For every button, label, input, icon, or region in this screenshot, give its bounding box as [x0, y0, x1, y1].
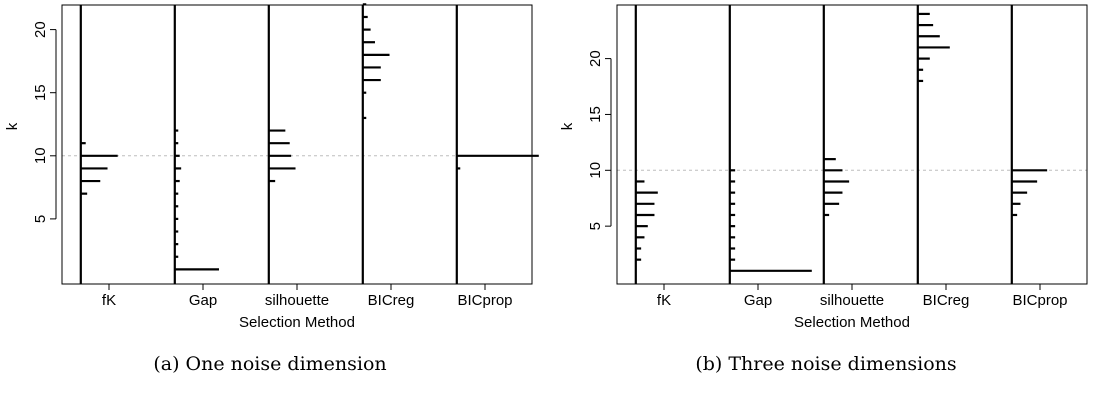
- x-tick-label: silhouette: [265, 292, 329, 309]
- y-axis-label: k: [559, 122, 576, 130]
- x-axis-label: Selection Method: [239, 314, 355, 331]
- panel-a: 5 10 15 20 k fK Gap silhouette BICreg BICprop Sele…: [4, 3, 539, 331]
- x-tick-label: fK: [657, 292, 671, 309]
- y-axis-label: k: [4, 122, 21, 130]
- x-axis-label: Selection Method: [794, 314, 910, 331]
- x-tick-label: BICprop: [457, 292, 512, 309]
- panel-b: 5 10 15 20 k fK Gap silhouette BICreg BICprop Sele…: [559, 4, 1088, 331]
- y-tick-label: 20: [32, 21, 49, 38]
- x-tick-label: BICreg: [923, 292, 970, 309]
- y-tick-label: 10: [32, 147, 49, 164]
- y-tick-label: 5: [32, 215, 49, 223]
- y-tick-label: 5: [587, 222, 604, 230]
- plot-frame: [616, 4, 1088, 285]
- x-tick-label: Gap: [744, 292, 772, 309]
- x-tick-label: silhouette: [820, 292, 884, 309]
- y-tick-label: 15: [32, 84, 49, 101]
- x-tick-label: BICprop: [1012, 292, 1067, 309]
- caption-b: (b) Three noise dimensions: [695, 353, 957, 375]
- x-tick-label: fK: [102, 292, 116, 309]
- plot-frame: [61, 4, 533, 285]
- caption-a: (a) One noise dimension: [153, 353, 387, 375]
- x-tick-label: BICreg: [368, 292, 415, 309]
- y-tick-label: 15: [587, 106, 604, 123]
- x-tick-label: Gap: [189, 292, 217, 309]
- y-tick-label: 10: [587, 162, 604, 179]
- y-tick-label: 20: [587, 50, 604, 67]
